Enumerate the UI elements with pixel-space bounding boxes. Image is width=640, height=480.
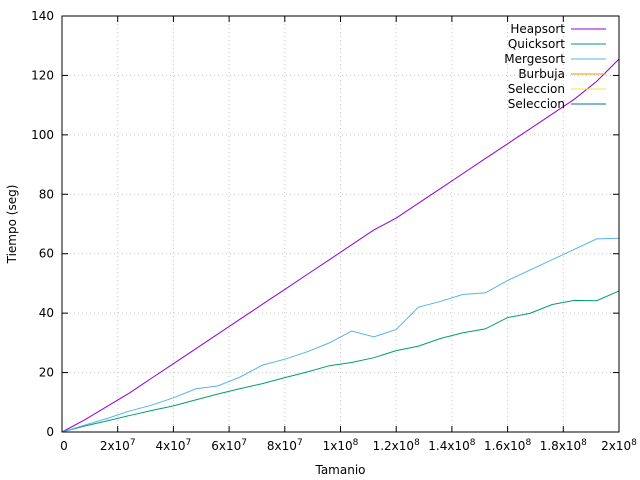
legend-label: Burbuja	[518, 67, 565, 81]
x-tick-label: 4x107	[156, 438, 192, 453]
x-tick-label: 1x108	[323, 438, 359, 453]
x-tick-label: 1.2x108	[373, 438, 420, 453]
x-tick-label: 0	[60, 439, 68, 453]
x-tick-label: 8x107	[267, 438, 303, 453]
y-tick-label: 80	[39, 187, 54, 201]
y-tick-label: 20	[39, 366, 54, 380]
x-tick-label: 1.6x108	[484, 438, 531, 453]
series-line-mergesort	[61, 237, 620, 433]
series-line-heapsort	[61, 58, 620, 433]
series-line-quicksort	[61, 290, 620, 433]
x-axis-label: Tamanio	[314, 463, 365, 477]
legend-label: Seleccion	[508, 82, 565, 96]
x-tick-label: 2x107	[100, 438, 136, 453]
y-tick-label: 140	[31, 9, 54, 23]
y-tick-label: 40	[39, 306, 54, 320]
legend-label: Mergesort	[504, 52, 565, 66]
x-tick-label: 1.4x108	[428, 438, 475, 453]
legend: HeapsortQuicksortMergesortBurbujaSelecci…	[504, 22, 606, 111]
x-tick-label: 2x108	[601, 438, 637, 453]
series-lines	[61, 58, 620, 433]
legend-label: Heapsort	[510, 22, 565, 36]
y-tick-label: 120	[31, 68, 54, 82]
y-tick-label: 60	[39, 247, 54, 261]
legend-label: Quicksort	[508, 37, 565, 51]
y-axis-label: Tiempo (seg)	[5, 185, 19, 265]
y-tick-label: 0	[46, 425, 54, 439]
x-tick-label: 6x107	[211, 438, 247, 453]
grid	[62, 16, 619, 432]
legend-label: Seleccion	[508, 97, 565, 111]
y-tick-label: 100	[31, 128, 54, 142]
x-tick-label: 1.8x108	[540, 438, 587, 453]
axis-ticks: 0 2x107 4x107 6x107 8x107 1x108 1.2x108 1.4x108…	[31, 9, 637, 453]
